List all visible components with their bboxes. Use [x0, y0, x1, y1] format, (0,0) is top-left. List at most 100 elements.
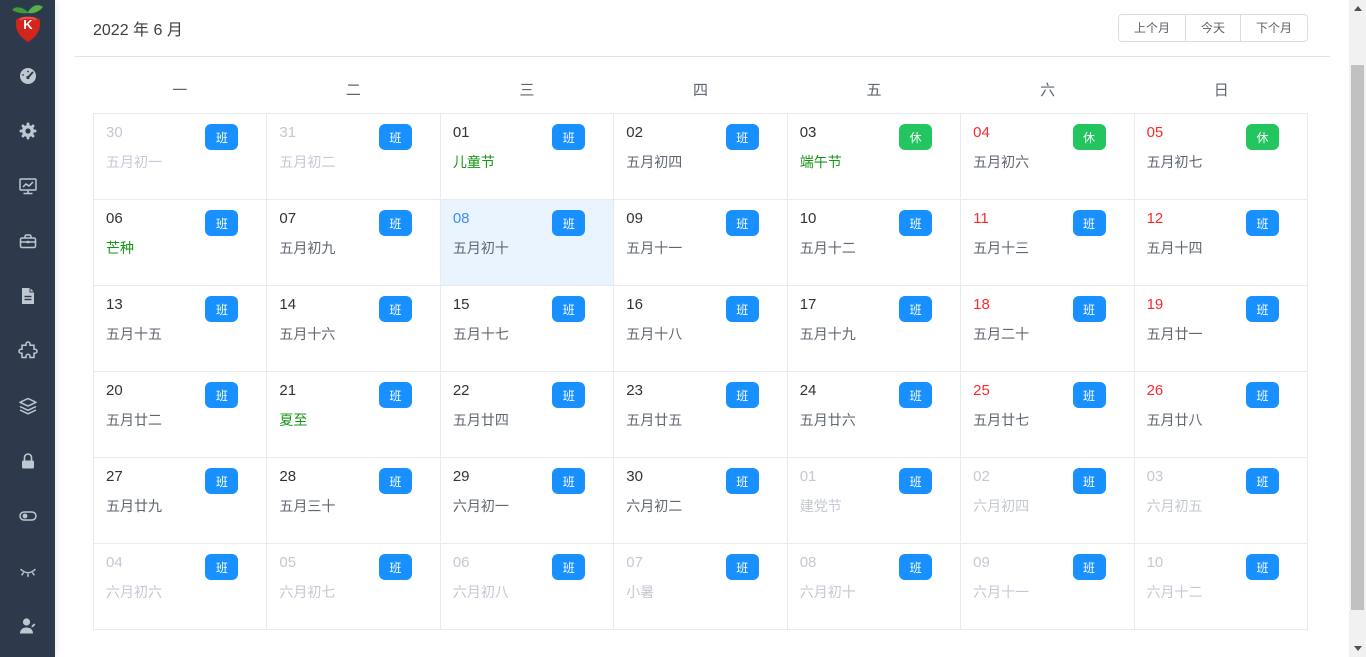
work-rest-badge: 班 [1246, 468, 1279, 494]
calendar-cell[interactable]: 18 五月二十 班 [961, 286, 1135, 372]
sidebar-item-document[interactable] [0, 268, 55, 323]
calendar-cell[interactable]: 23 五月廿五 班 [614, 372, 788, 458]
calendar-cell[interactable]: 08 五月初十 班 [440, 200, 615, 286]
calendar-cell[interactable]: 03 端午节 休 [787, 114, 962, 200]
next-month-button[interactable]: 下个月 [1239, 14, 1308, 42]
calendar-cell[interactable]: 06 六月初八 班 [440, 544, 615, 630]
calendar-cell[interactable]: 15 五月十七 班 [440, 286, 615, 372]
calendar-cell[interactable]: 17 五月十九 班 [787, 286, 962, 372]
calendar-cell[interactable]: 08 六月初十 班 [787, 544, 962, 630]
work-rest-badge: 班 [205, 468, 239, 494]
dashboard-icon [19, 67, 36, 84]
calendar-cell[interactable]: 29 六月初一 班 [440, 458, 615, 544]
sidebar-item-settings[interactable] [0, 103, 55, 158]
calendar-cell[interactable]: 24 五月廿六 班 [787, 372, 962, 458]
sidebar-item-toggle[interactable] [0, 488, 55, 543]
cell-date: 06 [452, 554, 470, 571]
cell-lunar-label: 五月廿八 [1146, 412, 1203, 428]
calendar-cell[interactable]: 02 六月初四 班 [961, 458, 1135, 544]
scrollbar-thumb[interactable] [1351, 65, 1364, 610]
cell-lunar-label: 六月初六 [106, 584, 162, 600]
cell-lunar-label: 五月初七 [1146, 154, 1203, 170]
calendar-cell[interactable]: 04 六月初六 班 [94, 544, 268, 630]
calendar-cell[interactable]: 02 五月初四 班 [614, 114, 788, 200]
cell-lunar-label: 五月十四 [1146, 240, 1203, 256]
calendar-cell[interactable]: 05 六月初七 班 [267, 544, 441, 630]
cell-date: 31 [279, 124, 297, 141]
plugin-icon [17, 340, 38, 358]
calendar-cell[interactable]: 26 五月廿八 班 [1134, 372, 1308, 458]
sidebar-nav [0, 48, 55, 657]
calendar-cell[interactable]: 22 五月廿四 班 [440, 372, 615, 458]
calendar-cell[interactable]: 14 五月十六 班 [267, 286, 441, 372]
cell-lunar-label: 五月十二 [799, 240, 856, 256]
cell-date: 08 [799, 554, 817, 571]
calendar-cell[interactable]: 07 五月初九 班 [267, 200, 441, 286]
calendar-cell[interactable]: 27 五月廿九 班 [94, 458, 268, 544]
calendar-cell[interactable]: 28 五月三十 班 [267, 458, 441, 544]
cell-date: 26 [1146, 382, 1164, 399]
calendar-cell[interactable]: 31 五月初二 班 [267, 114, 441, 200]
work-rest-badge: 班 [552, 468, 586, 494]
prev-month-button[interactable]: 上个月 [1117, 14, 1186, 42]
calendar-cell[interactable]: 20 五月廿二 班 [94, 372, 268, 458]
main-content: 2022 年 6 月 上个月 今天 下个月 一 二 三 四 五 六 日 [55, 0, 1366, 630]
work-rest-badge: 班 [378, 382, 412, 408]
calendar-cell[interactable]: 10 五月十二 班 [787, 200, 962, 286]
calendar-cell[interactable]: 09 六月十一 班 [961, 544, 1135, 630]
work-rest-badge: 班 [899, 468, 933, 494]
month-nav-button-group: 上个月 今天 下个月 [1117, 14, 1308, 42]
calendar-cell[interactable]: 07 小暑 班 [614, 544, 788, 630]
cell-date: 23 [626, 382, 643, 399]
monitor-chart-icon [18, 177, 37, 194]
calendar-cell[interactable]: 25 五月廿七 班 [961, 372, 1135, 458]
calendar-cell[interactable]: 21 夏至 班 [267, 372, 441, 458]
cell-lunar-label: 六月初一 [452, 498, 509, 514]
calendar-cell[interactable]: 10 六月十二 班 [1134, 544, 1308, 630]
work-rest-badge: 班 [552, 124, 586, 150]
work-rest-badge: 休 [1246, 124, 1279, 150]
calendar-cell[interactable]: 09 五月十一 班 [614, 200, 788, 286]
calendar-cell[interactable]: 19 五月廿一 班 [1134, 286, 1308, 372]
work-rest-badge: 班 [378, 554, 412, 580]
scroll-up-arrow-icon[interactable] [1349, 0, 1366, 17]
cell-date: 14 [279, 296, 297, 313]
calendar-cell[interactable]: 01 建党节 班 [787, 458, 962, 544]
work-rest-badge: 班 [725, 468, 759, 494]
weekday-label: 三 [519, 81, 535, 99]
cell-date: 01 [452, 124, 470, 141]
calendar-cell[interactable]: 30 六月初二 班 [614, 458, 788, 544]
scroll-down-arrow-icon[interactable] [1349, 640, 1366, 657]
calendar-cell[interactable]: 11 五月十三 班 [961, 200, 1135, 286]
sidebar-item-eye-closed[interactable] [0, 543, 55, 598]
calendar-cell[interactable]: 12 五月十四 班 [1134, 200, 1308, 286]
vertical-scrollbar[interactable] [1349, 0, 1366, 657]
sidebar-item-user[interactable] [0, 598, 55, 653]
cell-date: 13 [106, 296, 123, 313]
today-button[interactable]: 今天 [1184, 14, 1241, 42]
sidebar-item-toolbox[interactable] [0, 213, 55, 268]
sidebar-item-monitor[interactable] [0, 158, 55, 213]
lock-icon [21, 452, 34, 468]
calendar-cell[interactable]: 04 五月初六 休 [961, 114, 1135, 200]
sidebar-item-plugin[interactable] [0, 323, 55, 378]
calendar-cell[interactable]: 05 五月初七 休 [1134, 114, 1308, 200]
cell-lunar-label: 五月廿六 [799, 412, 856, 428]
calendar-cell[interactable]: 06 芒种 班 [94, 200, 268, 286]
calendar-cell[interactable]: 30 五月初一 班 [94, 114, 268, 200]
calendar-cell[interactable]: 01 儿童节 班 [440, 114, 615, 200]
work-rest-badge: 班 [378, 210, 412, 236]
calendar-cell[interactable]: 16 五月十八 班 [614, 286, 788, 372]
sidebar-item-lock[interactable] [0, 433, 55, 488]
work-rest-badge: 班 [1246, 210, 1279, 236]
cell-date: 10 [799, 210, 817, 227]
calendar-cell[interactable]: 13 五月十五 班 [94, 286, 268, 372]
cell-lunar-label: 五月廿二 [106, 412, 162, 428]
cell-lunar-label: 小暑 [626, 584, 655, 600]
eye-closed-icon [19, 568, 36, 577]
sidebar-item-dashboard[interactable] [0, 48, 55, 103]
work-rest-badge: 班 [205, 382, 239, 408]
cell-lunar-label: 五月十一 [626, 240, 683, 256]
sidebar-item-layers[interactable] [0, 378, 55, 433]
calendar-cell[interactable]: 03 六月初五 班 [1134, 458, 1308, 544]
